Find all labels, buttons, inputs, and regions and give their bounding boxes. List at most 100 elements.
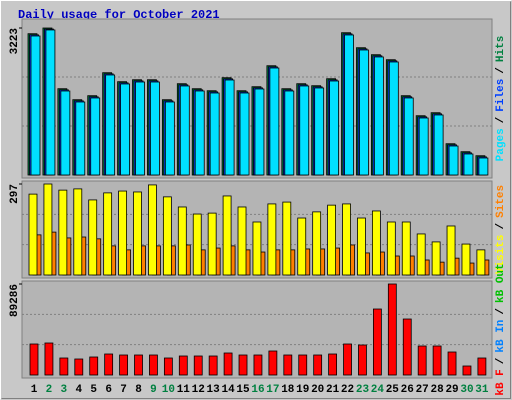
- x-tick-label: 30: [460, 384, 473, 396]
- x-tick-label: 31: [475, 384, 489, 396]
- legend-separator: /: [495, 67, 507, 74]
- x-tick-label: 19: [296, 384, 309, 396]
- legend-entry: Visits: [495, 235, 507, 275]
- x-tick-label: 15: [236, 384, 250, 396]
- bar: [133, 191, 142, 276]
- bar: [74, 358, 84, 376]
- x-tick-label: 26: [401, 384, 414, 396]
- bar: [462, 365, 472, 376]
- bar: [297, 217, 307, 276]
- x-tick-label: 25: [386, 384, 400, 396]
- bar: [162, 196, 172, 276]
- bar: [387, 283, 397, 376]
- bar: [179, 85, 190, 176]
- legend-separator: /: [495, 223, 507, 230]
- bar: [119, 354, 128, 376]
- x-tick-label: 18: [281, 384, 295, 396]
- bar: [386, 221, 396, 276]
- bar: [178, 355, 188, 376]
- legend-entry: kB F: [495, 369, 507, 395]
- bar: [44, 342, 54, 376]
- legend-entry: Pages: [495, 128, 507, 161]
- bar: [299, 85, 310, 176]
- bar: [284, 90, 295, 176]
- x-tick-label: 20: [311, 384, 324, 396]
- bar: [371, 210, 381, 276]
- bar: [254, 88, 265, 176]
- bar: [283, 354, 293, 376]
- x-tick-label: 8: [135, 384, 142, 396]
- x-tick-label: 27: [416, 384, 429, 396]
- bar: [237, 206, 247, 276]
- x-tick-label: 7: [120, 384, 127, 396]
- bar: [269, 67, 280, 176]
- x-tick-label: 3: [61, 384, 68, 396]
- x-tick-label: 14: [221, 384, 235, 396]
- bar: [418, 117, 429, 176]
- bar: [150, 81, 160, 176]
- x-tick-label: 17: [266, 384, 279, 396]
- bar: [75, 101, 86, 176]
- legend-entry: kB Out: [495, 263, 507, 303]
- bar: [267, 203, 277, 276]
- legend-entry: Hits: [495, 36, 507, 62]
- x-tick-label: 10: [162, 384, 175, 396]
- x-tick-label: 9: [150, 384, 157, 396]
- bar: [401, 221, 411, 276]
- bar: [314, 87, 325, 176]
- bar: [207, 212, 217, 276]
- bar: [239, 92, 250, 176]
- bar: [28, 193, 38, 276]
- x-tick-label: 6: [105, 384, 112, 396]
- legend-entry: Sites: [495, 185, 507, 218]
- bar: [343, 343, 352, 376]
- bar: [268, 350, 278, 376]
- x-tick-label: 12: [192, 384, 205, 396]
- bar: [135, 81, 145, 176]
- x-tick-label: 29: [445, 384, 458, 396]
- x-tick-label: 2: [46, 384, 53, 396]
- bar: [252, 221, 262, 276]
- bar: [134, 354, 143, 376]
- bar: [104, 353, 114, 376]
- bar: [103, 192, 113, 276]
- x-tick-label: 13: [207, 384, 221, 396]
- bar: [60, 90, 71, 176]
- bar: [448, 145, 459, 176]
- bar: [45, 29, 56, 176]
- bar: [88, 199, 98, 276]
- bar: [417, 345, 427, 376]
- x-tick-label: 23: [356, 384, 370, 396]
- bar: [253, 354, 263, 376]
- bar: [433, 114, 444, 176]
- bar: [313, 354, 323, 376]
- bar: [402, 318, 412, 376]
- bar: [446, 225, 456, 276]
- bar: [73, 188, 83, 276]
- bar: [357, 217, 366, 276]
- bar: [224, 79, 235, 176]
- bar: [30, 35, 41, 176]
- legend-separator: /: [495, 308, 507, 315]
- bar: [209, 92, 220, 176]
- x-tick-label: 11: [177, 384, 191, 396]
- legend-entry: kB In: [495, 320, 507, 353]
- bar: [359, 49, 369, 176]
- bar: [177, 206, 187, 276]
- bar: [282, 201, 292, 276]
- bar: [29, 343, 39, 376]
- bar: [298, 354, 308, 376]
- x-tick-label: 22: [341, 384, 354, 396]
- bar: [372, 308, 382, 376]
- bar: [164, 101, 175, 176]
- x-tick-label: 1: [31, 384, 38, 396]
- bar: [118, 190, 127, 276]
- legend-separator: /: [495, 116, 507, 123]
- bar: [148, 184, 157, 276]
- bar: [43, 183, 53, 276]
- legend: kB F / kB In / kB Out: [495, 263, 507, 395]
- y-tick-label: 3223: [9, 28, 21, 55]
- bar: [476, 249, 486, 276]
- legend-separator: /: [495, 357, 507, 364]
